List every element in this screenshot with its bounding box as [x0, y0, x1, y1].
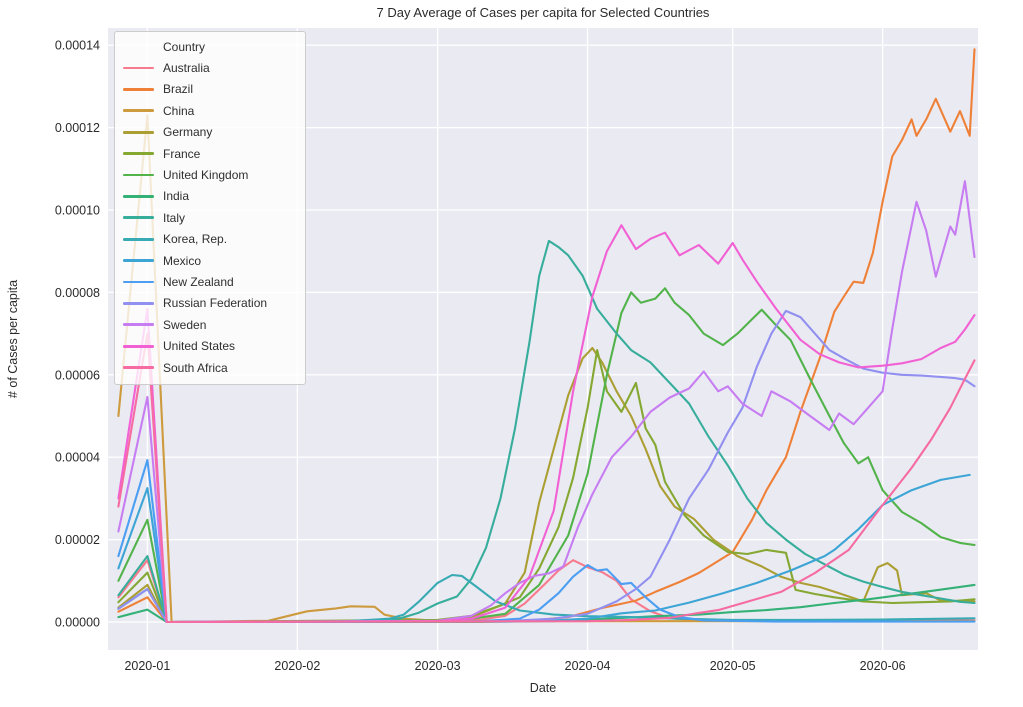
series-line-united-states — [117, 224, 976, 624]
series-line-sweden — [117, 180, 976, 624]
x-axis-label: Date — [529, 681, 557, 695]
legend-label: Korea, Rep. — [163, 232, 228, 247]
legend-label: South Africa — [163, 360, 228, 375]
legend-swatch — [123, 301, 154, 305]
series-line-south-africa — [117, 332, 976, 624]
legend-label: China — [163, 103, 195, 118]
legend-label: United States — [163, 339, 236, 354]
chart-title: 7 Day Average of Cases per capita for Se… — [376, 5, 710, 20]
y-tick-label: 0.00006 — [55, 368, 100, 382]
x-tick-label: 2020-05 — [710, 659, 756, 673]
legend-swatch — [123, 130, 154, 134]
legend-title: Country — [163, 39, 206, 54]
legend-swatch — [123, 366, 154, 369]
series-line-italy — [117, 239, 976, 624]
y-tick-label: 0.00002 — [55, 533, 100, 547]
legend-item: United Kingdom — [123, 164, 297, 185]
legend-label: New Zealand — [163, 274, 234, 289]
legend-swatch — [123, 195, 154, 198]
legend-title-row: Country — [123, 36, 297, 57]
legend-swatch — [123, 66, 154, 70]
legend-item: United States — [123, 335, 297, 356]
legend-swatch — [123, 259, 154, 262]
legend-item: Korea, Rep. — [123, 229, 297, 250]
y-tick-label: 0.00000 — [55, 616, 100, 630]
y-tick-label: 0.00008 — [55, 286, 100, 300]
legend-label: Brazil — [163, 82, 194, 97]
x-tick-label: 2020-01 — [124, 659, 170, 673]
legend-item: India — [123, 186, 297, 207]
series-line-united-kingdom — [117, 287, 976, 624]
y-tick-label: 0.00004 — [55, 451, 100, 465]
legend-label: India — [163, 189, 190, 204]
legend-item: Sweden — [123, 314, 297, 335]
legend-item: Italy — [123, 207, 297, 228]
y-tick-label: 0.00014 — [55, 39, 100, 53]
legend-title-spacer — [123, 45, 154, 48]
legend-swatch — [123, 88, 154, 91]
y-tick-label: 0.00010 — [55, 204, 100, 218]
legend-label: France — [163, 146, 201, 161]
legend-label: Russian Federation — [163, 296, 268, 311]
legend-swatch — [123, 109, 154, 113]
legend-item: France — [123, 143, 297, 164]
legend-swatch — [123, 216, 154, 220]
x-tick-label: 2020-03 — [415, 659, 461, 673]
legend-label: Mexico — [163, 253, 202, 268]
x-tick-label: 2020-06 — [860, 659, 906, 673]
legend-swatch — [123, 237, 154, 241]
legend-swatch — [123, 152, 154, 156]
series-line-russian-federation — [117, 309, 976, 624]
legend-label: Germany — [163, 125, 213, 140]
legend-label: Sweden — [163, 317, 207, 332]
y-axis-label: # of Cases per capita — [6, 280, 20, 398]
legend-item: New Zealand — [123, 271, 297, 292]
legend-item: Australia — [123, 57, 297, 78]
legend-label: Italy — [163, 210, 186, 225]
x-tick-label: 2020-04 — [565, 659, 611, 673]
legend-swatch — [123, 344, 154, 348]
legend-item: Russian Federation — [123, 293, 297, 314]
legend-swatch — [123, 323, 154, 327]
legend-label: United Kingdom — [163, 168, 249, 183]
legend-item: China — [123, 100, 297, 121]
legend-item: Mexico — [123, 250, 297, 271]
y-tick-label: 0.00012 — [55, 121, 100, 135]
legend-label: Australia — [163, 61, 210, 76]
legend-swatch — [123, 173, 154, 177]
legend-item: South Africa — [123, 357, 297, 378]
legend-item: Germany — [123, 122, 297, 143]
x-tick-label: 2020-02 — [274, 659, 320, 673]
legend-item: Brazil — [123, 79, 297, 100]
legend: Country Australia Brazil China Germany Franc… — [114, 31, 306, 386]
legend-swatch — [123, 280, 154, 284]
